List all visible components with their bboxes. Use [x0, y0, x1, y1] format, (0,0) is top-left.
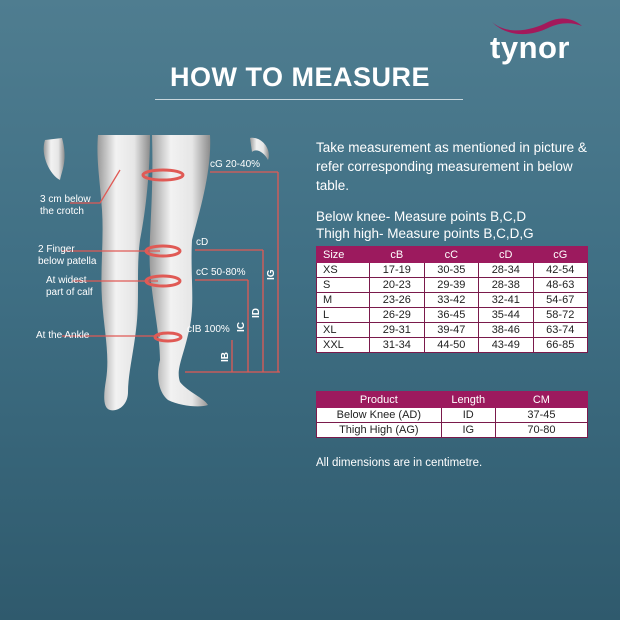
ib-label: IB — [220, 352, 231, 362]
table-cell: 48-63 — [532, 277, 588, 293]
table-cell: 54-67 — [532, 292, 588, 308]
table-cell: ID — [440, 407, 496, 423]
table-cell: M — [315, 292, 371, 308]
cg-label: cG 20-40% — [210, 159, 261, 170]
table-cell: 29-39 — [423, 277, 480, 293]
table-cell: 63-74 — [532, 322, 588, 338]
table-cell: 17-19 — [369, 262, 425, 278]
size-table: Size cB cC cD cG XS 17-19 30-35 28-34 42-54 S… — [315, 246, 588, 353]
table-row: XL 29-31 39-47 38-46 63-74 — [315, 322, 588, 338]
table-cell: 37-45 — [494, 407, 589, 423]
table-cell: 66-85 — [532, 337, 588, 353]
ig-label: IG — [266, 269, 277, 280]
table-header: Product Length CM — [316, 391, 589, 408]
table-cell: 33-42 — [423, 292, 480, 308]
table-cell: 28-38 — [478, 277, 534, 293]
table-cell: 35-44 — [478, 307, 534, 323]
table-row: S 20-23 29-39 28-38 48-63 — [315, 277, 588, 293]
table-cell: 42-54 — [532, 262, 588, 278]
table-cell: 26-29 — [369, 307, 425, 323]
calf-label: At widest part of calf — [46, 275, 93, 298]
table-row: Thigh High (AG) IG 70-80 — [316, 422, 589, 438]
table-cell: 28-34 — [478, 262, 534, 278]
cc-label: cC 50-80% — [196, 267, 246, 278]
table-cell: 44-50 — [423, 337, 480, 353]
cd-label: cD — [196, 237, 209, 248]
table-row: Below Knee (AD) ID 37-45 — [316, 407, 589, 423]
ankle-label: At the Ankle — [36, 330, 90, 341]
measure-arrows — [141, 168, 185, 343]
crotch-label: 3 cm below the crotch — [40, 194, 91, 217]
measure-points: Below knee- Measure points B,C,D Thigh h… — [316, 209, 534, 241]
table-cell: 32-41 — [478, 292, 534, 308]
table-cell: 43-49 — [478, 337, 534, 353]
table-cell: L — [315, 307, 371, 323]
table-row: L 26-29 36-45 35-44 58-72 — [315, 307, 588, 323]
table-cell: 29-31 — [369, 322, 425, 338]
table-cell: 70-80 — [494, 422, 589, 438]
table-cell: 39-47 — [423, 322, 480, 338]
id-label: ID — [251, 308, 262, 318]
table-cell: 30-35 — [423, 262, 480, 278]
length-table: Product Length CM Below Knee (AD) ID 37-45… — [316, 391, 589, 438]
table-cell: 38-46 — [478, 322, 534, 338]
table-cell: XXL — [315, 337, 371, 353]
table-cell: XS — [315, 262, 371, 278]
table-header: Size cB cC cD cG — [315, 246, 588, 263]
table-cell: 20-23 — [369, 277, 425, 293]
page-title: HOW TO MEASURE — [169, 62, 430, 92]
table-row: XXL 31-34 44-50 43-49 66-85 — [315, 337, 588, 353]
legs-illustration — [43, 135, 280, 411]
table-cell: IG — [440, 422, 496, 438]
intro-text: Take measurement as mentioned in picture… — [316, 140, 587, 193]
table-cell: XL — [315, 322, 371, 338]
table-cell: 23-26 — [369, 292, 425, 308]
table-cell: 58-72 — [532, 307, 588, 323]
units-note: All dimensions are in centimetre. — [316, 457, 483, 469]
tynor-logo: tynor — [490, 30, 570, 65]
table-cell: 36-45 — [423, 307, 480, 323]
table-row: M 23-26 33-42 32-41 54-67 — [315, 292, 588, 308]
ic-label: IC — [236, 322, 247, 332]
cib-label: cIB 100% — [187, 324, 230, 335]
table-cell: Below Knee (AD) — [316, 407, 442, 423]
title-divider — [155, 99, 463, 100]
table-cell: Thigh High (AG) — [316, 422, 442, 438]
tynor-swoosh-icon — [492, 18, 582, 35]
table-cell: S — [315, 277, 371, 293]
patella-label: 2 Finger below patella — [38, 244, 97, 267]
table-row: XS 17-19 30-35 28-34 42-54 — [315, 262, 588, 278]
table-cell: 31-34 — [369, 337, 425, 353]
